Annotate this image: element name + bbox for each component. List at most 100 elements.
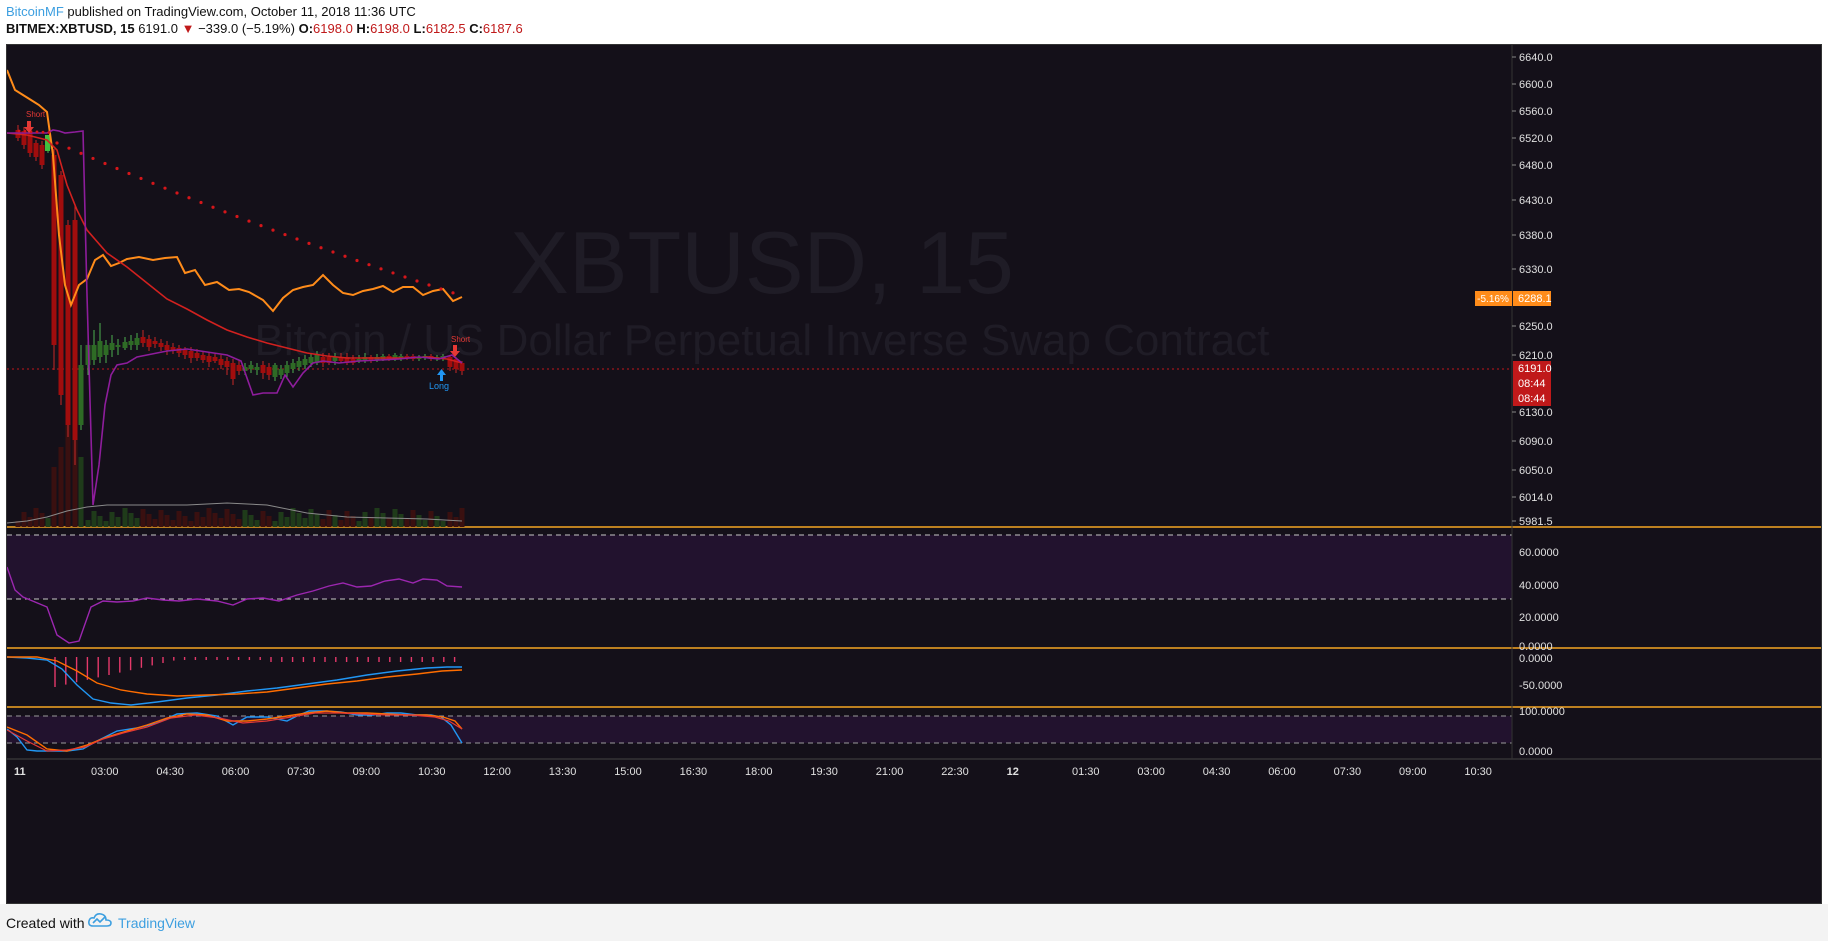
candle-body[interactable] — [254, 367, 260, 370]
candle-body[interactable] — [200, 355, 206, 360]
volume-bar — [85, 520, 91, 527]
candle-body[interactable] — [338, 357, 344, 361]
volume-bar — [146, 514, 152, 527]
candle-body[interactable] — [58, 175, 64, 395]
candle-body[interactable] — [194, 353, 200, 358]
candle-body[interactable] — [78, 365, 84, 425]
volume-bar — [350, 516, 356, 527]
chart-area[interactable]: XBTUSD, 15 Bitcoin / US Dollar Perpetual… — [6, 44, 1822, 904]
price-tick-label: 6520.0 — [1519, 133, 1553, 145]
chart-canvas[interactable]: XBTUSD, 15 Bitcoin / US Dollar Perpetual… — [7, 45, 1822, 904]
candle-body[interactable] — [109, 343, 115, 350]
psar-dot — [67, 146, 71, 150]
candle-body[interactable] — [33, 143, 39, 157]
candle-body[interactable] — [91, 345, 97, 360]
candle-body[interactable] — [170, 347, 176, 351]
price-tick-label: 6014.0 — [1519, 492, 1553, 504]
time-tick-label: 06:00 — [222, 766, 250, 778]
candle-body[interactable] — [356, 359, 362, 361]
candle-body[interactable] — [260, 365, 266, 373]
candle-body[interactable] — [344, 357, 350, 363]
candle-body[interactable] — [97, 341, 103, 357]
close-value: 6187.6 — [482, 21, 523, 36]
time-axis[interactable]: 11 03:00 04:30 06:00 07:30 09:00 10:30 12:00 13:… — [14, 766, 1492, 778]
time-tick-label: 04:30 — [156, 766, 184, 778]
price-axis[interactable]: 6640.0 6600.0 6560.0 6520.0 6480.0 6430.0 6380… — [1512, 52, 1553, 528]
candle-body[interactable] — [453, 359, 459, 369]
candle-body[interactable] — [51, 155, 57, 345]
candle-body[interactable] — [134, 338, 140, 345]
macd-axis[interactable]: 0.0000 -50.0000 — [1519, 653, 1562, 692]
volume-bar — [386, 518, 392, 527]
candle-body[interactable] — [308, 357, 314, 363]
candle-body[interactable] — [320, 357, 326, 363]
candle-body[interactable] — [362, 357, 368, 361]
psar-dot — [355, 258, 359, 263]
candle-body[interactable] — [182, 350, 188, 355]
candle-body[interactable] — [164, 345, 170, 350]
candle-body[interactable] — [326, 357, 332, 363]
volume-bar — [332, 515, 338, 527]
candle-body[interactable] — [296, 361, 302, 367]
candle-body[interactable] — [146, 339, 152, 347]
percent-badge: -5.16% — [1475, 291, 1512, 306]
candle-body[interactable] — [206, 356, 212, 362]
candle-body[interactable] — [72, 220, 78, 440]
volume-bar — [459, 508, 465, 527]
candle-body[interactable] — [188, 351, 194, 358]
candle-body[interactable] — [236, 365, 242, 371]
volume-bar — [103, 521, 109, 527]
volume-bar — [39, 513, 45, 527]
candle-body[interactable] — [140, 337, 146, 343]
candlesticks[interactable] — [15, 125, 465, 465]
candle-body[interactable] — [272, 365, 278, 377]
candle-body[interactable] — [152, 341, 158, 344]
stoch-axis[interactable]: 100.0000 0.0000 — [1519, 706, 1565, 758]
volume-bar — [320, 519, 326, 527]
candle-body[interactable] — [65, 225, 71, 425]
rsi-tick-label: 60.0000 — [1519, 547, 1559, 559]
volume-bar — [158, 510, 164, 527]
rsi-axis[interactable]: 60.0000 40.0000 20.0000 0.0000 — [1519, 547, 1559, 653]
tradingview-cloud-icon[interactable] — [88, 912, 112, 928]
candle-body[interactable] — [212, 357, 218, 361]
countdown-text: 08:44 — [1518, 378, 1546, 390]
time-tick-label: 21:00 — [876, 766, 904, 778]
author-link[interactable]: BitcoinMF — [6, 4, 64, 19]
candle-body[interactable] — [302, 359, 308, 365]
candle-body[interactable] — [115, 345, 121, 347]
badge-percent-text: -5.16% — [1477, 294, 1509, 305]
candle-body[interactable] — [39, 145, 45, 165]
candle-body[interactable] — [122, 342, 128, 348]
candle-body[interactable] — [103, 345, 109, 355]
candle-body[interactable] — [45, 135, 50, 151]
candle-body[interactable] — [218, 359, 224, 365]
candle-body[interactable] — [447, 357, 453, 367]
candle-body[interactable] — [459, 363, 465, 371]
psar-dot — [175, 191, 179, 195]
psar-dot — [271, 228, 275, 232]
candle-body[interactable] — [266, 367, 272, 375]
candle-body[interactable] — [284, 365, 290, 373]
candle-body[interactable] — [332, 357, 338, 361]
current-price-text: 6191.0 — [1518, 363, 1552, 375]
candle-body[interactable] — [392, 355, 398, 359]
candle-body[interactable] — [278, 369, 284, 375]
rsi-line — [7, 566, 463, 644]
time-tick-label: 04:30 — [1203, 766, 1231, 778]
candle-body[interactable] — [242, 367, 248, 371]
candle-body[interactable] — [290, 363, 296, 369]
candle-body[interactable] — [248, 365, 254, 369]
volume-bar — [27, 517, 33, 527]
candle-body[interactable] — [158, 343, 164, 347]
candle-body[interactable] — [314, 355, 320, 363]
candle-body[interactable] — [21, 131, 27, 145]
candle-body[interactable] — [230, 363, 236, 379]
candle-body[interactable] — [128, 341, 134, 345]
tradingview-brand-link[interactable]: TradingView — [118, 915, 196, 931]
candle-body[interactable] — [27, 133, 33, 153]
symbol-name[interactable]: BITMEX:XBTUSD, 15 — [6, 21, 135, 36]
candle-body[interactable] — [368, 357, 374, 361]
candle-body[interactable] — [404, 356, 410, 358]
candle-body[interactable] — [224, 361, 230, 367]
